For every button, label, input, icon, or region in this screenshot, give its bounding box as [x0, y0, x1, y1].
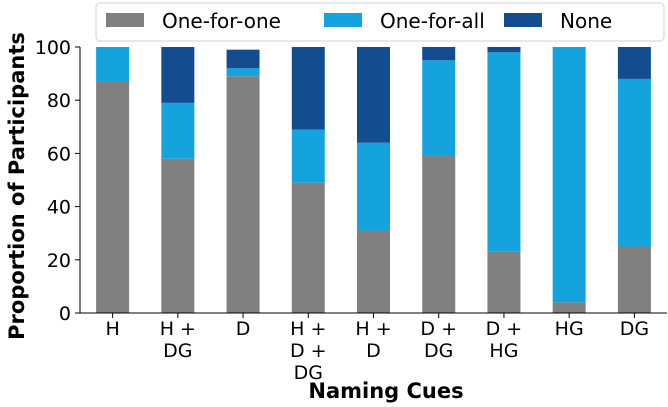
bar-one-for-one-5	[422, 156, 456, 313]
y-tick-label: 60	[47, 143, 71, 165]
bar-one-for-one-6	[487, 251, 521, 313]
bar-one-for-all-8	[617, 78, 651, 247]
bar-one-for-all-7	[552, 47, 586, 303]
bar-one-for-one-4	[357, 230, 390, 313]
x-tick-label: D	[236, 318, 251, 340]
bar-one-for-all-2	[226, 68, 260, 77]
x-tick-label: H + D + DG	[290, 318, 327, 384]
y-tick-label: 40	[47, 197, 71, 219]
bar-none-5	[422, 47, 456, 61]
bar-one-for-one-7	[552, 302, 586, 313]
legend-swatch-none	[504, 13, 542, 27]
legend: One-for-one One-for-all None	[95, 2, 665, 42]
x-axis-title: Naming Cues	[308, 379, 463, 403]
bar-one-for-all-4	[357, 142, 390, 231]
bar-none-2	[226, 49, 260, 69]
y-tick-label: 0	[59, 303, 71, 325]
x-tick-label: D + DG	[420, 318, 457, 362]
x-tick-label: D + HG	[486, 318, 523, 362]
legend-swatch-one-for-one	[106, 13, 144, 27]
bar-one-for-one-1	[161, 158, 195, 313]
x-tick-label: H + D	[355, 318, 391, 362]
bar-one-for-one-8	[617, 246, 651, 313]
bar-one-for-one-0	[96, 81, 130, 313]
bar-one-for-all-3	[291, 129, 325, 183]
bar-one-for-one-2	[226, 76, 260, 313]
x-tick-label: HG	[555, 318, 584, 340]
x-tick-label: H + DG	[160, 318, 196, 362]
legend-label: One-for-one	[162, 9, 281, 33]
axes-layer: 0 20 40 60 80 100 H H + DG D H + D + DG H + D D + DG D + H…	[35, 37, 667, 384]
bar-none-6	[487, 47, 521, 53]
y-tick-label: 100	[35, 37, 71, 59]
bar-one-for-all-1	[161, 102, 195, 159]
legend-label: One-for-all	[380, 9, 485, 33]
x-tick-label: H	[105, 318, 119, 340]
legend-label: None	[560, 9, 612, 33]
x-tick-label: DG	[620, 318, 649, 340]
bar-one-for-one-3	[291, 182, 325, 313]
bar-none-8	[617, 47, 651, 79]
y-tick-label: 80	[47, 90, 71, 112]
bar-none-4	[357, 47, 390, 143]
bar-one-for-all-5	[422, 60, 456, 157]
legend-frame	[95, 2, 665, 42]
bar-none-3	[291, 47, 325, 130]
bar-one-for-all-0	[96, 47, 130, 82]
bar-none-1	[161, 47, 195, 103]
bars-layer	[96, 47, 651, 313]
y-tick-label: 20	[47, 250, 71, 272]
legend-swatch-one-for-all	[324, 13, 362, 27]
bar-one-for-all-6	[487, 52, 521, 252]
y-axis-title: Proportion of Participants	[5, 32, 29, 340]
